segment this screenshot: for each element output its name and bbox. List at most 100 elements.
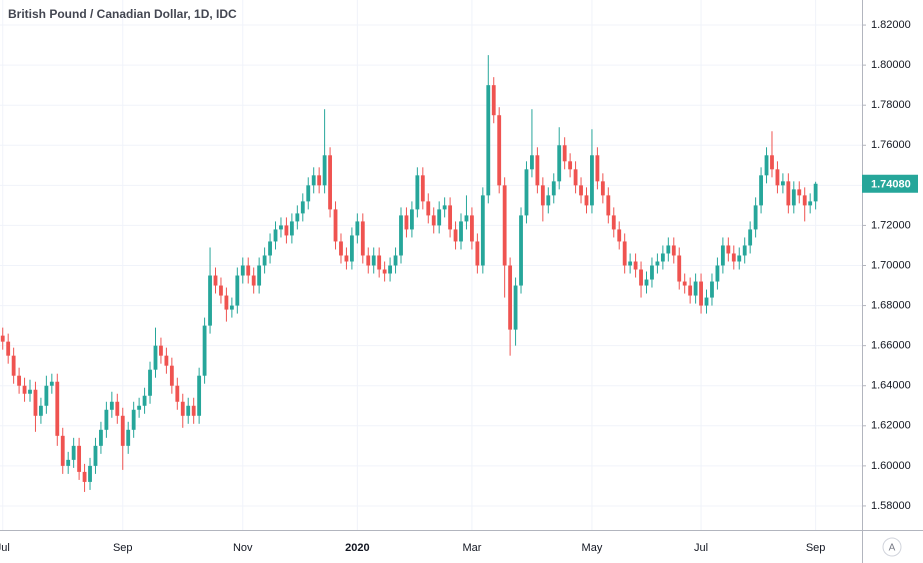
candle-body	[628, 261, 633, 266]
x-tick-label: Sep	[113, 542, 133, 554]
candle-body	[426, 201, 431, 216]
candle-body	[720, 245, 725, 266]
candle-body	[104, 409, 109, 430]
candle-body	[393, 255, 398, 266]
candle-body	[186, 405, 191, 416]
candle-body	[530, 155, 534, 170]
candle-body	[240, 265, 245, 276]
candle-body	[295, 213, 300, 222]
candle-body	[148, 369, 152, 396]
candle-body	[273, 229, 278, 242]
candle-body	[99, 429, 103, 446]
candle-body	[682, 281, 687, 286]
chart-title: British Pound / Canadian Dollar, 1D, IDC	[8, 7, 237, 21]
candle-body	[420, 175, 425, 202]
candle-body	[568, 161, 573, 170]
candle-body	[377, 255, 382, 270]
candle-body	[764, 155, 769, 176]
candle-body	[88, 465, 92, 482]
candle-body	[55, 381, 60, 436]
candle-body	[540, 185, 545, 206]
candle-body	[524, 169, 529, 216]
x-tick-label: 2020	[345, 542, 369, 554]
candle-body	[300, 201, 305, 214]
candle-body	[164, 355, 169, 366]
candle-body	[775, 169, 780, 186]
candle-body	[650, 265, 654, 280]
candle-body	[431, 215, 436, 226]
candle-body	[513, 285, 518, 330]
candle-body	[246, 265, 251, 276]
last-price-box	[862, 174, 918, 193]
candle-body	[153, 345, 158, 370]
auto-scale-label[interactable]: A	[889, 543, 896, 554]
candle-body	[159, 345, 163, 356]
candle-body	[579, 185, 583, 196]
candle-body	[126, 429, 131, 446]
candle-body	[404, 215, 409, 230]
candle-body	[0, 335, 5, 342]
auto-scale-button[interactable]	[882, 537, 902, 557]
y-tick-label: 1.80000	[871, 59, 911, 71]
candle-body	[22, 385, 27, 394]
candle-body	[339, 241, 343, 256]
x-tick-label: Jul	[0, 542, 10, 554]
candle-body	[535, 155, 540, 186]
candle-body	[306, 185, 311, 202]
candle-body	[797, 189, 802, 196]
candle-body	[202, 325, 207, 376]
candle-body	[224, 295, 229, 310]
candle-body	[737, 255, 742, 262]
candle-body	[633, 261, 638, 270]
y-tick-label: 1.64000	[871, 380, 911, 392]
candle-body	[44, 385, 49, 406]
candle-body	[699, 281, 703, 306]
candle-body	[660, 253, 665, 262]
axes: 1.58000 1.60000 1.62000 1.64000 1.66000 1.680…	[0, 19, 918, 554]
candle-body	[6, 341, 11, 356]
y-tick-label: 1.62000	[871, 420, 911, 432]
candle-body	[562, 145, 567, 162]
y-tick-label: 1.60000	[871, 460, 911, 472]
candle-body	[191, 405, 196, 416]
candle-body	[688, 285, 693, 296]
candle-body	[464, 215, 469, 222]
candle-body	[671, 245, 676, 256]
grid	[0, 0, 862, 530]
candle-body	[791, 189, 796, 206]
candle-body	[710, 281, 714, 298]
candle-body	[557, 145, 562, 182]
candle-body	[208, 275, 212, 326]
x-tick-label: Mar	[462, 542, 481, 554]
candle-body	[453, 229, 458, 242]
candle-body	[611, 215, 616, 230]
y-tick-label: 1.72000	[871, 219, 911, 231]
candle-body	[60, 435, 65, 466]
candle-body	[742, 245, 747, 256]
candle-body	[284, 225, 289, 236]
candle-body	[17, 375, 22, 386]
candle-body	[317, 175, 322, 186]
candle-body	[590, 155, 594, 206]
x-tick-label: Nov	[233, 542, 253, 554]
y-tick-label: 1.68000	[871, 299, 911, 311]
candle-body	[349, 235, 354, 262]
candle-body	[780, 181, 785, 186]
candle-body	[470, 215, 474, 242]
candle-body	[617, 229, 622, 242]
candle-body	[251, 275, 256, 286]
candle-body	[491, 85, 496, 116]
candle-body	[748, 229, 753, 246]
candle-body	[715, 265, 720, 282]
candle-body	[546, 195, 551, 206]
candle-body	[595, 155, 600, 182]
x-tick-label: Sep	[806, 542, 826, 554]
candle-body	[753, 205, 758, 230]
candle-body	[459, 221, 463, 242]
candle-body	[622, 241, 627, 266]
candle-body	[289, 221, 294, 236]
candle-body	[93, 445, 98, 466]
candle-body	[180, 401, 185, 416]
candle-body	[120, 415, 125, 446]
candle-body	[360, 221, 365, 256]
